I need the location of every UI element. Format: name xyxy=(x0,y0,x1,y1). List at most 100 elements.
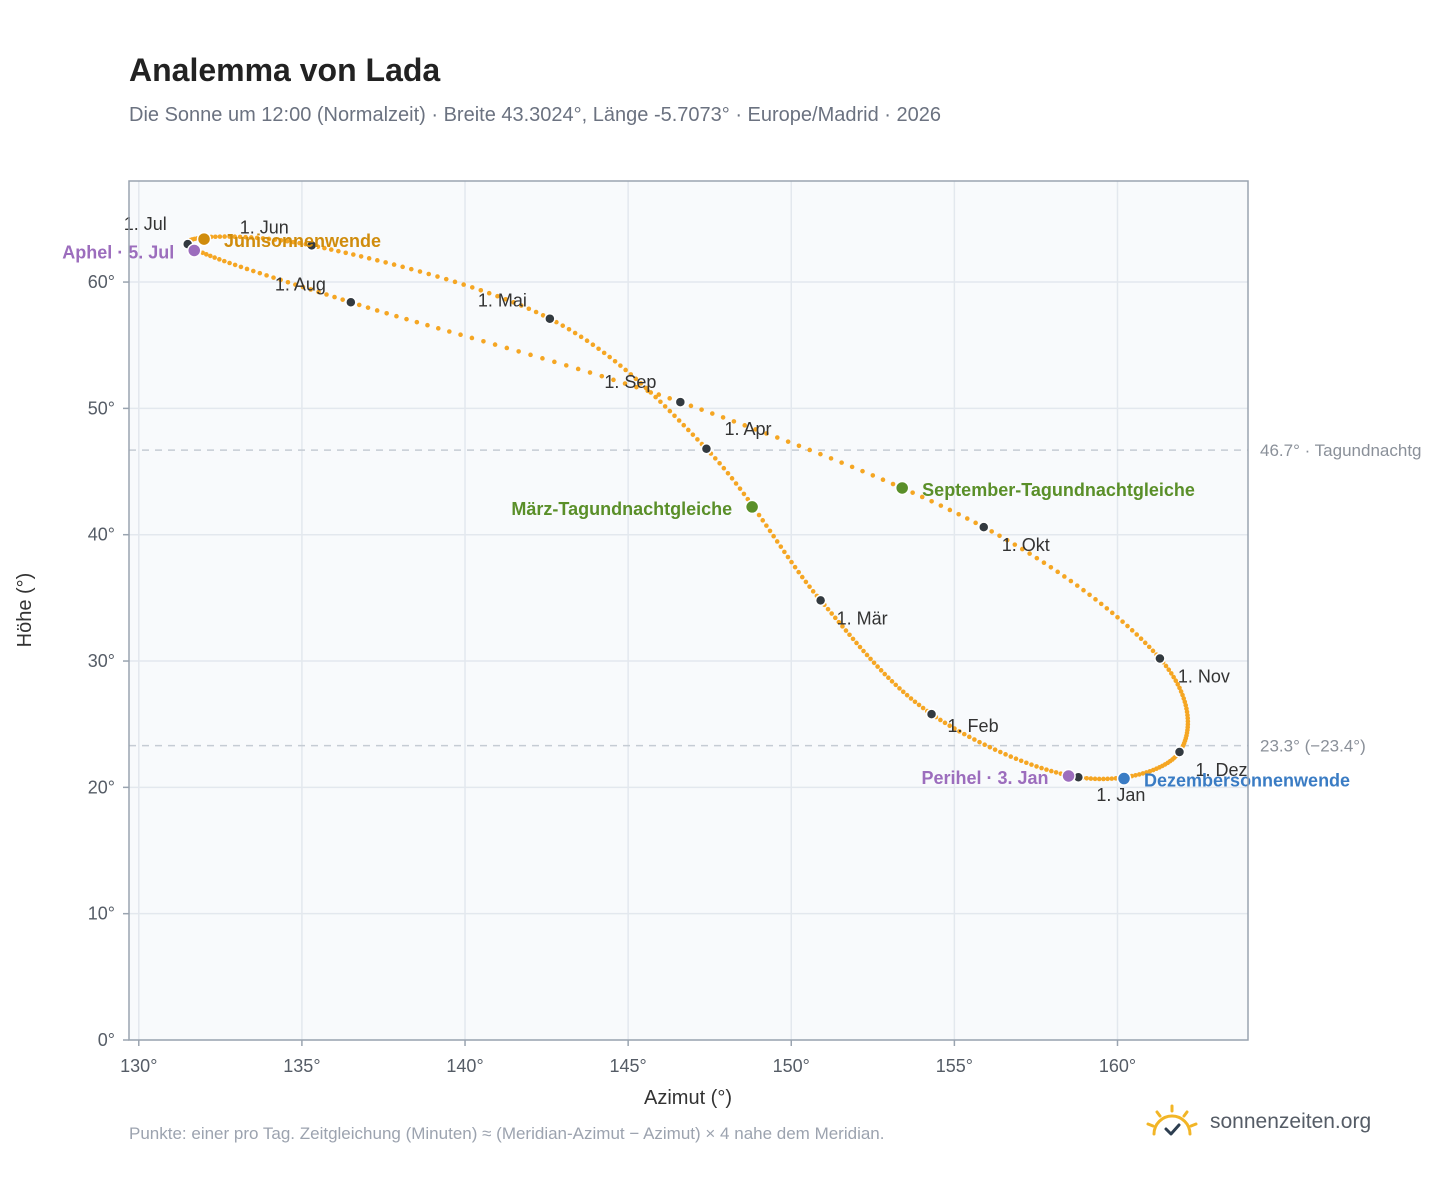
day-point xyxy=(285,279,291,285)
day-point xyxy=(340,297,345,302)
day-point xyxy=(745,496,751,502)
day-point xyxy=(957,729,962,734)
event-label: Junisonnenwende xyxy=(224,231,381,251)
day-point xyxy=(1093,597,1098,602)
day-point xyxy=(771,533,776,539)
day-point xyxy=(634,384,639,390)
day-point xyxy=(686,427,691,433)
day-point xyxy=(552,359,557,365)
day-point xyxy=(710,411,715,416)
day-point xyxy=(1088,776,1094,781)
day-point xyxy=(760,518,766,523)
day-point xyxy=(910,490,915,495)
day-point xyxy=(920,705,926,711)
day-point xyxy=(232,262,238,268)
day-point xyxy=(897,686,902,691)
day-point xyxy=(254,235,260,241)
day-point xyxy=(217,234,223,239)
day-point xyxy=(1041,560,1047,565)
brand-logo[interactable]: sonnenzeiten.org xyxy=(1146,1102,1371,1142)
day-point xyxy=(681,422,687,428)
day-point xyxy=(1049,768,1054,774)
day-point xyxy=(672,413,677,419)
month-marker xyxy=(345,296,357,309)
day-point xyxy=(956,511,961,517)
day-point xyxy=(611,377,616,383)
day-point xyxy=(810,589,816,594)
day-point xyxy=(584,338,590,344)
day-point xyxy=(764,523,769,528)
day-point xyxy=(938,503,944,508)
day-point xyxy=(992,747,998,752)
day-point xyxy=(443,276,449,282)
day-point xyxy=(900,689,906,695)
day-point xyxy=(1048,564,1054,570)
event-marker xyxy=(196,231,212,247)
day-point xyxy=(717,460,722,466)
month-marker-label: 1. Dez xyxy=(1195,760,1247,780)
chart-subtitle: Die Sonne um 12:00 (Normalzeit) · Breite… xyxy=(129,104,942,126)
day-point xyxy=(316,289,321,295)
day-point xyxy=(248,235,254,240)
day-point xyxy=(260,236,266,241)
day-point xyxy=(328,247,334,252)
day-point xyxy=(997,533,1002,539)
day-point xyxy=(725,470,731,476)
day-point xyxy=(850,636,856,642)
day-point xyxy=(836,619,842,625)
day-point xyxy=(688,403,694,409)
day-point xyxy=(563,363,569,368)
month-marker xyxy=(700,443,713,455)
day-point xyxy=(601,350,607,356)
reference-line-label: 46.7° · Tagundnachtg xyxy=(1260,441,1422,460)
day-point xyxy=(947,723,952,729)
y-tick-label: 0° xyxy=(98,1030,115,1050)
day-point xyxy=(785,554,791,560)
day-point xyxy=(322,245,327,251)
day-point xyxy=(653,394,658,400)
day-point xyxy=(271,275,276,280)
day-point xyxy=(400,264,405,270)
day-point xyxy=(699,407,704,412)
event-label: September-Tagundnachtgleiche xyxy=(922,480,1195,500)
day-point xyxy=(764,431,769,436)
day-point xyxy=(878,668,884,673)
day-point xyxy=(435,326,441,331)
day-point xyxy=(676,418,682,423)
day-point xyxy=(952,726,957,731)
month-marker xyxy=(305,239,318,252)
day-point xyxy=(435,274,440,279)
y-tick-label: 40° xyxy=(88,525,115,545)
day-point xyxy=(504,345,510,351)
day-point xyxy=(1039,765,1044,771)
day-point xyxy=(383,260,388,265)
day-point xyxy=(796,569,801,575)
day-point xyxy=(1003,752,1008,757)
day-point xyxy=(938,717,943,723)
day-point xyxy=(590,342,596,348)
day-point xyxy=(628,372,634,377)
day-point xyxy=(566,327,572,332)
day-point xyxy=(987,744,993,750)
day-point xyxy=(618,363,623,368)
day-point xyxy=(1173,678,1179,684)
day-point xyxy=(452,279,458,285)
day-point xyxy=(803,579,809,585)
day-point xyxy=(875,664,880,669)
day-point xyxy=(833,615,838,621)
day-point xyxy=(889,679,895,684)
day-point xyxy=(394,313,399,319)
day-point xyxy=(366,256,372,261)
day-point xyxy=(1115,614,1120,620)
day-point xyxy=(227,234,232,239)
day-point xyxy=(1101,776,1106,782)
day-point xyxy=(384,310,389,316)
day-point xyxy=(336,248,341,254)
axis-ticks: 130° 135° 140° 145° 150° 155° 160° 0° 10° 20° 30° 4… xyxy=(88,272,1136,1076)
event-label: Aphel · 5. Jul xyxy=(62,242,174,262)
day-point xyxy=(1129,628,1135,633)
day-point xyxy=(731,419,737,424)
day-point xyxy=(266,236,272,242)
day-point xyxy=(222,258,227,264)
day-point xyxy=(785,439,791,444)
